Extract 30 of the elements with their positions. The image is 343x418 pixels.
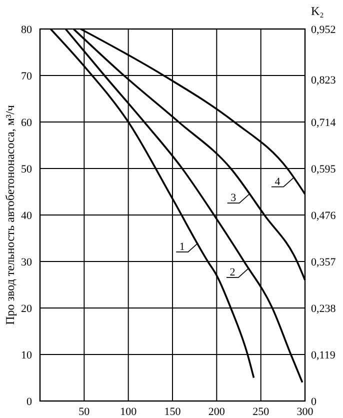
y2-tick-label: 0,476 [311, 210, 336, 222]
y2-axis-title: K₂ [311, 4, 324, 18]
y-tick-label: 0 [26, 396, 32, 408]
x-tick-label: 250 [252, 406, 270, 418]
y-tick-label: 20 [21, 303, 32, 315]
y-tick-label: 40 [21, 210, 32, 222]
x-tick-label: 200 [208, 406, 226, 418]
annotation: 3 [230, 192, 237, 204]
y2-tick-label: 0 [311, 396, 317, 408]
y-tick-label: 70 [21, 70, 32, 82]
y2-tick-label: 0,595 [311, 164, 336, 176]
y2-tick-label: 0,823 [311, 74, 336, 86]
y2-tick-label: 0,238 [311, 303, 336, 315]
y-tick-label: 50 [21, 164, 32, 176]
y2-tick-label: 0,714 [311, 117, 336, 129]
annotation: 1 [179, 240, 185, 253]
x-tick-label: 300 [296, 406, 314, 418]
annotation: 2 [230, 266, 236, 278]
x-tick-label: 50 [78, 406, 90, 418]
y-tick-label: 80 [21, 24, 32, 36]
y2-tick-label: 0,357 [311, 256, 336, 268]
y-tick-label: 10 [21, 350, 32, 362]
y-tick-label: 60 [21, 117, 32, 129]
annotation: 4 [274, 176, 281, 188]
x-tick-label: 150 [164, 406, 182, 418]
y2-tick-label: 0,952 [311, 24, 336, 36]
y2-tick-label: 0,119 [311, 350, 336, 362]
x-tick-label: 100 [120, 406, 138, 418]
y-axis-title: Про звод тельность автобетононасоса, м³/ч [3, 105, 17, 325]
y-tick-label: 30 [21, 256, 32, 268]
